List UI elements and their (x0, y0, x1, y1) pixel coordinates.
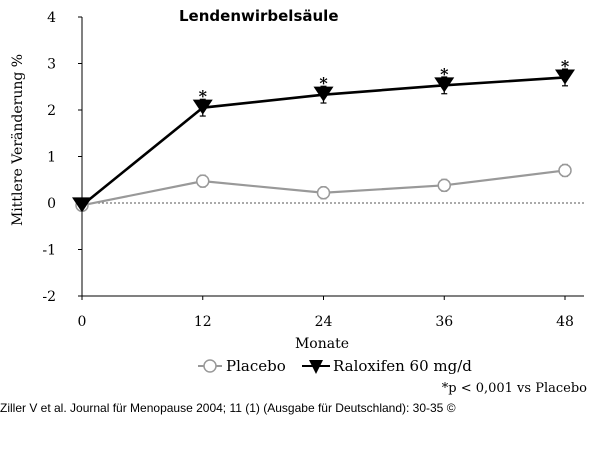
significance-marker: * (561, 56, 570, 75)
footnote: *p < 0,001 vs Placebo (442, 381, 587, 396)
y-tick-label: -2 (42, 289, 56, 305)
x-tick-label: 48 (556, 314, 574, 330)
x-tick-label: 12 (194, 314, 212, 330)
y-tick-label: -1 (42, 243, 56, 259)
y-axis-label: Mittlere Veränderung % (10, 54, 26, 226)
data-point (196, 174, 210, 188)
x-tick-label: 24 (315, 314, 333, 330)
legend-placebo-marker (203, 359, 217, 373)
data-point (313, 86, 334, 102)
chart-title: Lendenwirbelsäule (179, 7, 339, 25)
significance-marker: * (199, 87, 208, 106)
legend: Placebo Raloxifen 60 mg/d (198, 357, 472, 375)
x-tick-label: 36 (435, 314, 453, 330)
significance-marker: * (440, 64, 449, 83)
data-point (437, 178, 451, 193)
series-placebo (75, 163, 572, 213)
data-point (555, 69, 575, 85)
y-tick-label: 3 (47, 57, 56, 73)
x-tick-label: 0 (78, 314, 87, 330)
series-group: * * * * (72, 56, 575, 213)
x-axis-label: Monate (295, 336, 349, 352)
significance-marker: * (319, 74, 328, 93)
series-raloxifen: * * * * (72, 56, 575, 213)
data-point (192, 99, 213, 115)
legend-placebo-label: Placebo (226, 357, 286, 375)
data-point (72, 197, 92, 213)
source-citation: Ziller V et al. Journal für Menopause 20… (0, 401, 456, 415)
data-point (434, 77, 455, 93)
y-tick-label: 0 (47, 196, 56, 212)
axes (78, 16, 584, 300)
y-tick-label: 4 (47, 10, 56, 26)
y-tick-label: 1 (47, 150, 56, 166)
legend-raloxifen-label: Raloxifen 60 mg/d (333, 357, 472, 375)
data-point (316, 186, 331, 200)
legend-raloxifen-marker (309, 360, 323, 374)
data-point (558, 163, 572, 178)
y-tick-label: 2 (47, 103, 56, 119)
